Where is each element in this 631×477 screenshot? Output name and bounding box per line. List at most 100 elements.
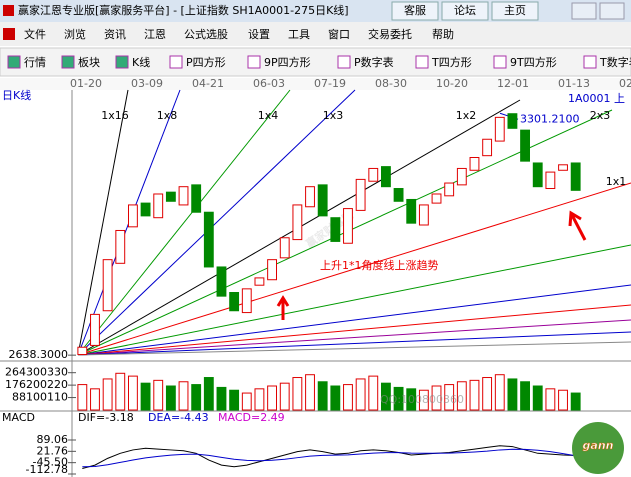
title-button[interactable] xyxy=(391,1,439,21)
candle xyxy=(532,162,543,188)
menu-item[interactable]: 设置 xyxy=(248,28,270,41)
candle xyxy=(292,204,303,241)
candle xyxy=(267,259,278,281)
menu-bar xyxy=(0,22,631,46)
chart-title: 日K线 xyxy=(2,88,31,102)
y-tick-label: 21.76 xyxy=(37,444,69,457)
toolbar-icon[interactable] xyxy=(583,55,597,69)
date-axis xyxy=(0,78,631,90)
volume-bar xyxy=(380,382,391,411)
candle xyxy=(469,157,480,171)
volume-bar xyxy=(203,377,214,411)
x-tick-label: 07-19 xyxy=(314,77,346,90)
candle xyxy=(558,164,568,171)
toolbar-icon[interactable] xyxy=(115,55,129,69)
title-button[interactable] xyxy=(441,1,489,21)
arrow xyxy=(568,210,587,241)
candle xyxy=(140,202,151,217)
y-tick-label: -45.50 xyxy=(33,456,68,469)
gann-label: 1x8 xyxy=(157,109,178,122)
gann-label: 1x16 xyxy=(101,109,129,122)
candle xyxy=(279,237,290,259)
toolbar-item[interactable]: 9P四方形 xyxy=(264,55,311,69)
volume-bar xyxy=(140,382,151,411)
menu-item[interactable]: 交易委托 xyxy=(368,27,412,41)
toolbar-icon[interactable] xyxy=(415,55,429,69)
gann-label: 1x3 xyxy=(323,109,344,122)
window-control[interactable] xyxy=(599,2,625,20)
x-tick-label: 01-20 xyxy=(70,77,102,90)
title-button-label[interactable]: 论坛 xyxy=(454,3,476,17)
menu-item[interactable]: 公式选股 xyxy=(184,28,228,41)
x-tick-label: 04-21 xyxy=(192,77,224,90)
watermark: QQ:100800360 xyxy=(380,393,464,406)
menu-item[interactable]: 工具 xyxy=(288,28,310,41)
volume-bar xyxy=(545,388,556,411)
title-button-label[interactable]: 客服 xyxy=(404,3,426,17)
x-tick-label: 08-30 xyxy=(375,77,407,90)
volume-bar xyxy=(292,377,303,411)
gann-label: 1x2 xyxy=(456,109,477,122)
y-tick-label: 176200220 xyxy=(5,378,68,391)
toolbar-item[interactable]: T数字表 xyxy=(599,55,631,69)
toolbar-item[interactable]: 行情 xyxy=(24,56,46,69)
toolbar-item[interactable]: P数字表 xyxy=(354,55,394,69)
candle xyxy=(444,182,455,197)
candle xyxy=(191,184,202,213)
toolbar-item[interactable]: T四方形 xyxy=(431,55,472,69)
menu-item[interactable]: 资讯 xyxy=(104,28,126,41)
volume-bar xyxy=(229,389,240,411)
candle xyxy=(520,129,531,162)
menu-item[interactable]: 浏览 xyxy=(64,27,86,41)
toolbar-item[interactable]: P四方形 xyxy=(186,55,226,69)
menu-item[interactable]: 帮助 xyxy=(432,27,454,41)
volume-bar xyxy=(482,377,493,411)
window-title: 赢家江恩专业版[赢家服务平台] - [上证指数 SH1A0001-275日K线] xyxy=(18,3,349,17)
peak-label: 3301.2100 xyxy=(520,112,580,125)
toolbar-item[interactable]: 板块 xyxy=(78,55,100,69)
macd-line xyxy=(82,445,576,469)
y-tick-label: 89.06 xyxy=(37,433,69,446)
candle xyxy=(127,204,138,228)
gann-label: 1x4 xyxy=(258,109,279,122)
volume-bar xyxy=(216,386,227,411)
x-tick-label: 12-01 xyxy=(497,77,529,90)
toolbar-icon[interactable] xyxy=(7,55,21,69)
volume-bar xyxy=(90,388,100,411)
candle xyxy=(393,188,404,202)
menu-item[interactable]: 文件 xyxy=(24,27,46,41)
toolbar-item[interactable]: K线 xyxy=(132,55,150,69)
x-tick-label: 06-03 xyxy=(253,77,285,90)
candle xyxy=(494,116,505,142)
menu-item[interactable]: 窗口 xyxy=(328,27,350,41)
candle xyxy=(368,167,379,182)
volume-bar xyxy=(393,386,404,411)
toolbar-icon[interactable] xyxy=(169,55,183,69)
volume-bar xyxy=(570,392,581,411)
toolbar-item[interactable]: 9T四方形 xyxy=(510,55,557,69)
menu-item[interactable]: 江恩 xyxy=(144,28,166,41)
volume-bar xyxy=(279,382,290,411)
legend-entry: DEA=-4.43 xyxy=(148,411,209,424)
legend-entry: DIF=-3.18 xyxy=(78,411,134,424)
legend-entry: MACD=2.49 xyxy=(218,411,285,424)
volume-bar xyxy=(77,384,88,411)
toolbar-icon[interactable] xyxy=(493,55,507,69)
window-control[interactable] xyxy=(571,2,597,20)
toolbar-icon[interactable] xyxy=(247,55,261,69)
x-tick-label: 02- xyxy=(619,77,631,90)
volume-bar xyxy=(267,385,278,411)
candle xyxy=(418,204,429,226)
title-button[interactable] xyxy=(491,1,539,21)
candle xyxy=(254,277,265,286)
candle xyxy=(545,171,556,190)
title-button-label[interactable]: 主页 xyxy=(504,4,526,17)
app-icon xyxy=(3,5,14,16)
toolbar-icon[interactable] xyxy=(337,55,351,69)
volume-bar xyxy=(355,378,366,411)
menu-icon xyxy=(3,28,15,40)
volume-bar xyxy=(317,381,328,411)
toolbar-icon[interactable] xyxy=(61,55,75,69)
volume-bar xyxy=(456,381,467,411)
